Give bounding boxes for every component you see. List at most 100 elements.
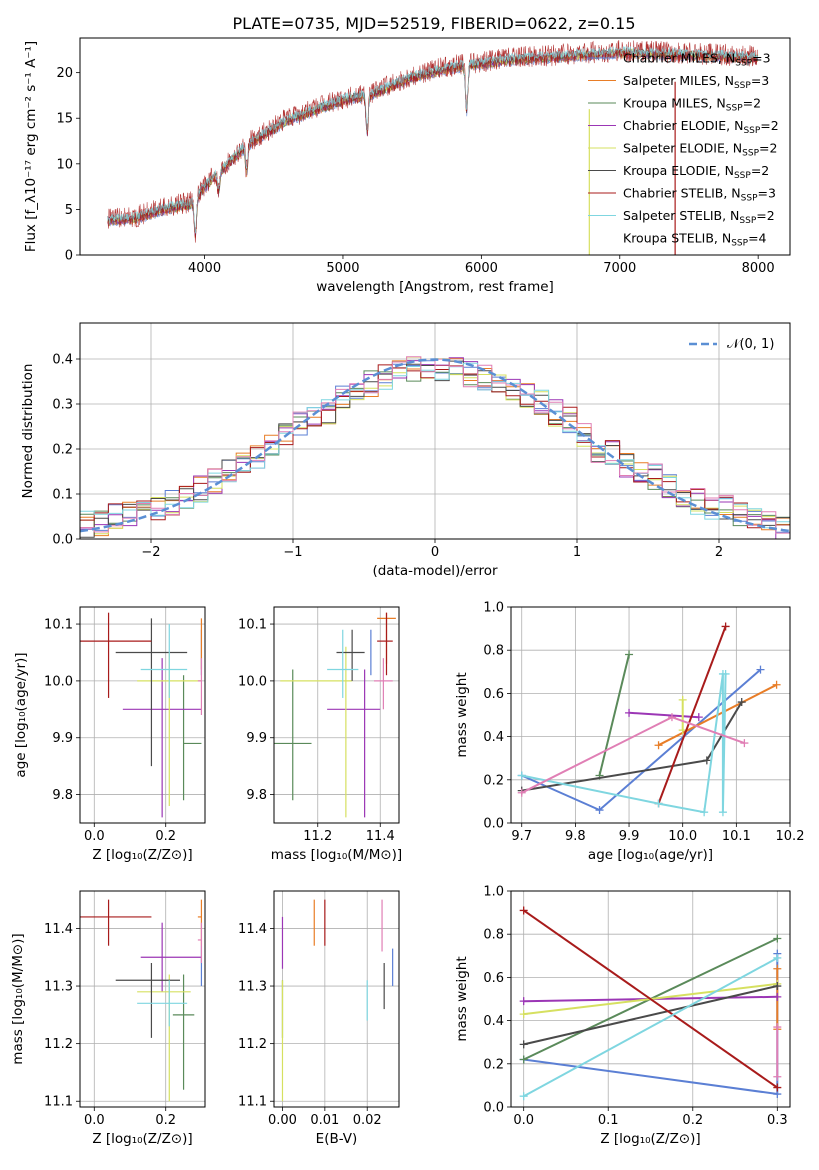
weight-marker: [517, 788, 526, 797]
y-tick-label: 11.2: [44, 1037, 73, 1052]
y-tick-label: 0.4: [483, 1014, 504, 1029]
legend-entry: Salpeter ELODIE, NSSP=2: [623, 141, 777, 159]
legend-entry: Salpeter MILES, NSSP=3: [623, 73, 769, 91]
weight-series-2: [598, 654, 630, 776]
y-tick-label: 0.4: [52, 353, 73, 368]
x-tick-label: 0.3: [767, 1113, 788, 1128]
weight-marker: [702, 756, 711, 765]
weight-marker: [519, 906, 528, 915]
y-tick-label: 5: [65, 203, 73, 218]
axes-frame: [273, 890, 400, 1108]
x-axis-label: Z [log₁₀(Z/Z⊙)]: [92, 1131, 192, 1147]
weight-marker: [519, 1010, 528, 1019]
figure-title: PLATE=0735, MJD=52519, FIBERID=0622, z=0…: [232, 14, 635, 33]
x-tick-label: 5000: [326, 261, 359, 276]
x-tick-label: 0.00: [268, 1113, 297, 1128]
y-axis-label: mass weight: [454, 956, 470, 1041]
y-tick-label: 11.3: [238, 980, 267, 995]
y-tick-label: 1.0: [483, 885, 504, 900]
x-axis-label: wavelength [Angstrom, rest frame]: [316, 279, 554, 295]
chart-residuals: −2 −1 0 1 2 0.0 0.1 0.2 0.3 0.4 (data-model)/error…: [20, 322, 791, 579]
legend-entry: Chabrier STELIB, NSSP=3: [623, 186, 776, 204]
x-tick-label: 0.2: [155, 829, 176, 844]
x-tick-label: 0.2: [682, 1113, 703, 1128]
y-tick-label: 9.8: [246, 788, 267, 803]
legend-entry: Chabrier ELODIE, NSSP=2: [623, 118, 779, 136]
y-tick-label: 11.4: [238, 922, 267, 937]
y-tick-label: 9.9: [52, 731, 73, 746]
y-tick-label: 0.3: [52, 398, 73, 413]
weight-marker: [517, 771, 526, 780]
x-tick-label: 9.8: [565, 829, 586, 844]
x-tick-label: 0.0: [513, 1113, 534, 1128]
y-axis-label: Normed distribution: [20, 364, 36, 499]
chart-spectrum: 4000 5000 6000 7000 8000 0 5 10 15 20 wavelength […: [23, 37, 791, 295]
weight-marker: [694, 713, 703, 722]
x-tick-label: 9.7: [511, 829, 532, 844]
legend-entry: Chabrier MILES, NSSP=3: [623, 51, 771, 69]
y-tick-label: 0: [65, 249, 73, 264]
y-axis-label: age [log₁₀(age/yr)]: [13, 652, 29, 777]
x-axis-label: age [log₁₀(age/yr)]: [588, 847, 713, 863]
weight-marker: [700, 808, 709, 817]
weight-marker: [625, 650, 634, 659]
axes-frame: [510, 890, 791, 1108]
legend-entry: Kroupa MILES, NSSP=2: [623, 96, 761, 114]
y-tick-label: 9.8: [52, 788, 73, 803]
weight-marker: [654, 799, 663, 808]
x-tick-label: 7000: [603, 261, 636, 276]
axes-frame: [273, 606, 400, 824]
weight-series-5: [523, 985, 778, 1046]
y-tick-label: 0.8: [483, 644, 504, 659]
x-tick-label: 0.2: [155, 1113, 176, 1128]
plot-area: [80, 899, 203, 1102]
y-tick-label: 10.1: [44, 618, 73, 633]
chart-age-vs-Z: 0.0 0.2 9.8 9.9 10.0 10.1 Z [log₁₀(Z/Z⊙)] age […: [13, 606, 206, 863]
weight-marker: [773, 1023, 782, 1032]
y-tick-label: 11.1: [44, 1095, 73, 1110]
legend-entry: Salpeter STELIB, NSSP=2: [623, 208, 775, 226]
plot-area: [517, 622, 781, 817]
histogram-series-8: [80, 356, 790, 539]
y-tick-label: 10: [56, 157, 73, 172]
plot-area: [107, 39, 759, 255]
y-tick-label: 0.1: [52, 488, 73, 503]
x-tick-label: 6000: [465, 261, 498, 276]
weight-marker: [737, 698, 746, 707]
weight-marker: [654, 741, 663, 750]
axes-frame: [79, 606, 206, 824]
x-axis-label: mass [log₁₀(M/M⊙)]: [271, 847, 402, 863]
weight-marker: [718, 808, 727, 817]
y-tick-label: 0.0: [483, 817, 504, 832]
x-tick-label: 0.0: [84, 1113, 105, 1128]
legend-entry: 𝒩(0, 1): [727, 337, 774, 352]
y-tick-label: 15: [56, 112, 73, 127]
axes-frame: [79, 322, 791, 540]
x-tick-label: 2: [715, 545, 723, 560]
spectrum-series-6: [107, 39, 758, 243]
y-tick-label: 0.4: [483, 730, 504, 745]
weight-marker: [519, 1055, 528, 1064]
x-tick-label: 9.9: [619, 829, 640, 844]
y-tick-label: 0.0: [52, 533, 73, 548]
weight-marker: [625, 708, 634, 717]
x-axis-label: Z [log₁₀(Z/Z⊙)]: [600, 1131, 700, 1147]
chart-mass-vs-Z: 0.0 0.2 11.1 11.2 11.3 11.4 Z [log₁₀(Z/Z⊙)] mas…: [10, 890, 206, 1147]
x-tick-label: 11.2: [303, 829, 332, 844]
axes-frame: [79, 890, 206, 1108]
y-tick-label: 11.4: [44, 922, 73, 937]
y-tick-label: 0.6: [483, 687, 504, 702]
weight-marker: [667, 713, 676, 722]
y-tick-label: 0.6: [483, 971, 504, 986]
y-tick-label: 9.9: [246, 731, 267, 746]
plot-area: [281, 899, 394, 1102]
y-axis-label: mass weight: [454, 672, 470, 757]
weight-marker: [773, 982, 782, 991]
weight-marker: [773, 992, 782, 1001]
legend-entry: Kroupa STELIB, NSSP=4: [623, 231, 767, 249]
x-tick-label: 4000: [188, 261, 221, 276]
x-axis-label: E(B-V): [316, 1131, 358, 1147]
x-axis-label: (data-model)/error: [372, 563, 498, 579]
x-tick-label: 0.02: [353, 1113, 382, 1128]
